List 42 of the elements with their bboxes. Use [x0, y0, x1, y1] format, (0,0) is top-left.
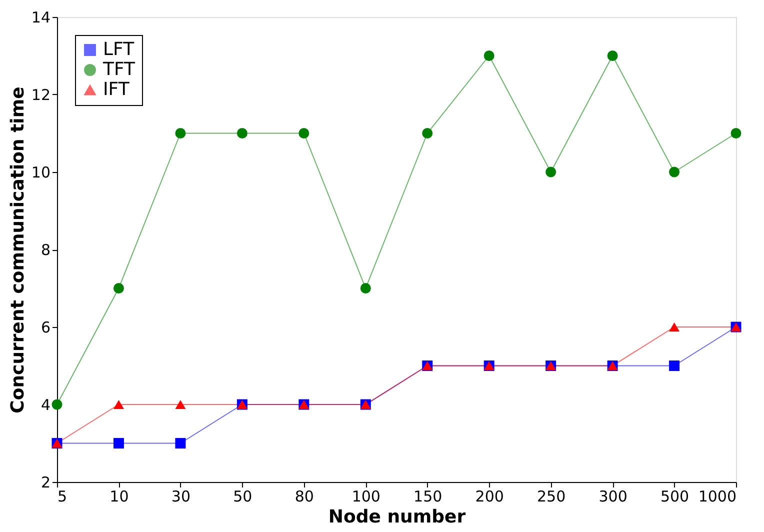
- x-tick-label: 1000: [698, 488, 736, 506]
- x-tick-label: 80: [294, 488, 314, 506]
- legend-label: LFT: [103, 39, 136, 60]
- point: [546, 166, 556, 178]
- y-tick-label: 14: [31, 8, 50, 26]
- point: [175, 400, 186, 410]
- point: [422, 128, 433, 138]
- point: [113, 438, 124, 448]
- x-tick-label: 5: [58, 488, 68, 506]
- point: [484, 50, 494, 61]
- x-tick-label: 150: [414, 488, 442, 506]
- x-tick-label: 30: [171, 488, 190, 506]
- x-tick-label: 100: [352, 488, 380, 506]
- y-tick-label: 6: [40, 318, 50, 336]
- y-tick-label: 4: [40, 396, 50, 414]
- x-tick-label: 250: [537, 488, 566, 506]
- x-tick-label: 300: [598, 488, 628, 506]
- point: [669, 322, 680, 332]
- y-tick-label: 10: [31, 164, 50, 182]
- y-tick-label: 2: [40, 474, 50, 492]
- x-tick-label: 50: [233, 488, 252, 506]
- legend-label: TFT: [102, 59, 136, 80]
- point: [113, 400, 124, 410]
- point: [175, 438, 186, 448]
- point: [730, 128, 742, 138]
- y-axis-title: Concurrent communication time: [7, 86, 28, 414]
- x-tick-label: 10: [110, 488, 129, 506]
- point: [360, 283, 371, 294]
- x-tick-label: 200: [475, 488, 504, 506]
- legend-label: IFT: [103, 79, 130, 100]
- point: [52, 399, 62, 410]
- point: [669, 360, 680, 371]
- point: [607, 50, 618, 61]
- y-tick-label: 12: [31, 86, 50, 104]
- point: [298, 128, 310, 138]
- y-tick-label: 8: [40, 241, 50, 259]
- x-tick-label: 500: [660, 488, 690, 506]
- point: [175, 128, 186, 138]
- point: [113, 283, 124, 294]
- x-axis-title: Node number: [328, 506, 466, 528]
- point: [236, 128, 248, 138]
- point: [669, 166, 680, 178]
